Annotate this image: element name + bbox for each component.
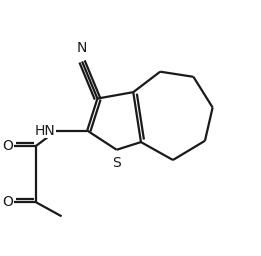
Text: N: N — [77, 41, 87, 55]
Text: HN: HN — [34, 124, 55, 137]
Text: O: O — [2, 195, 13, 209]
Text: O: O — [2, 139, 13, 153]
Text: S: S — [112, 156, 121, 170]
